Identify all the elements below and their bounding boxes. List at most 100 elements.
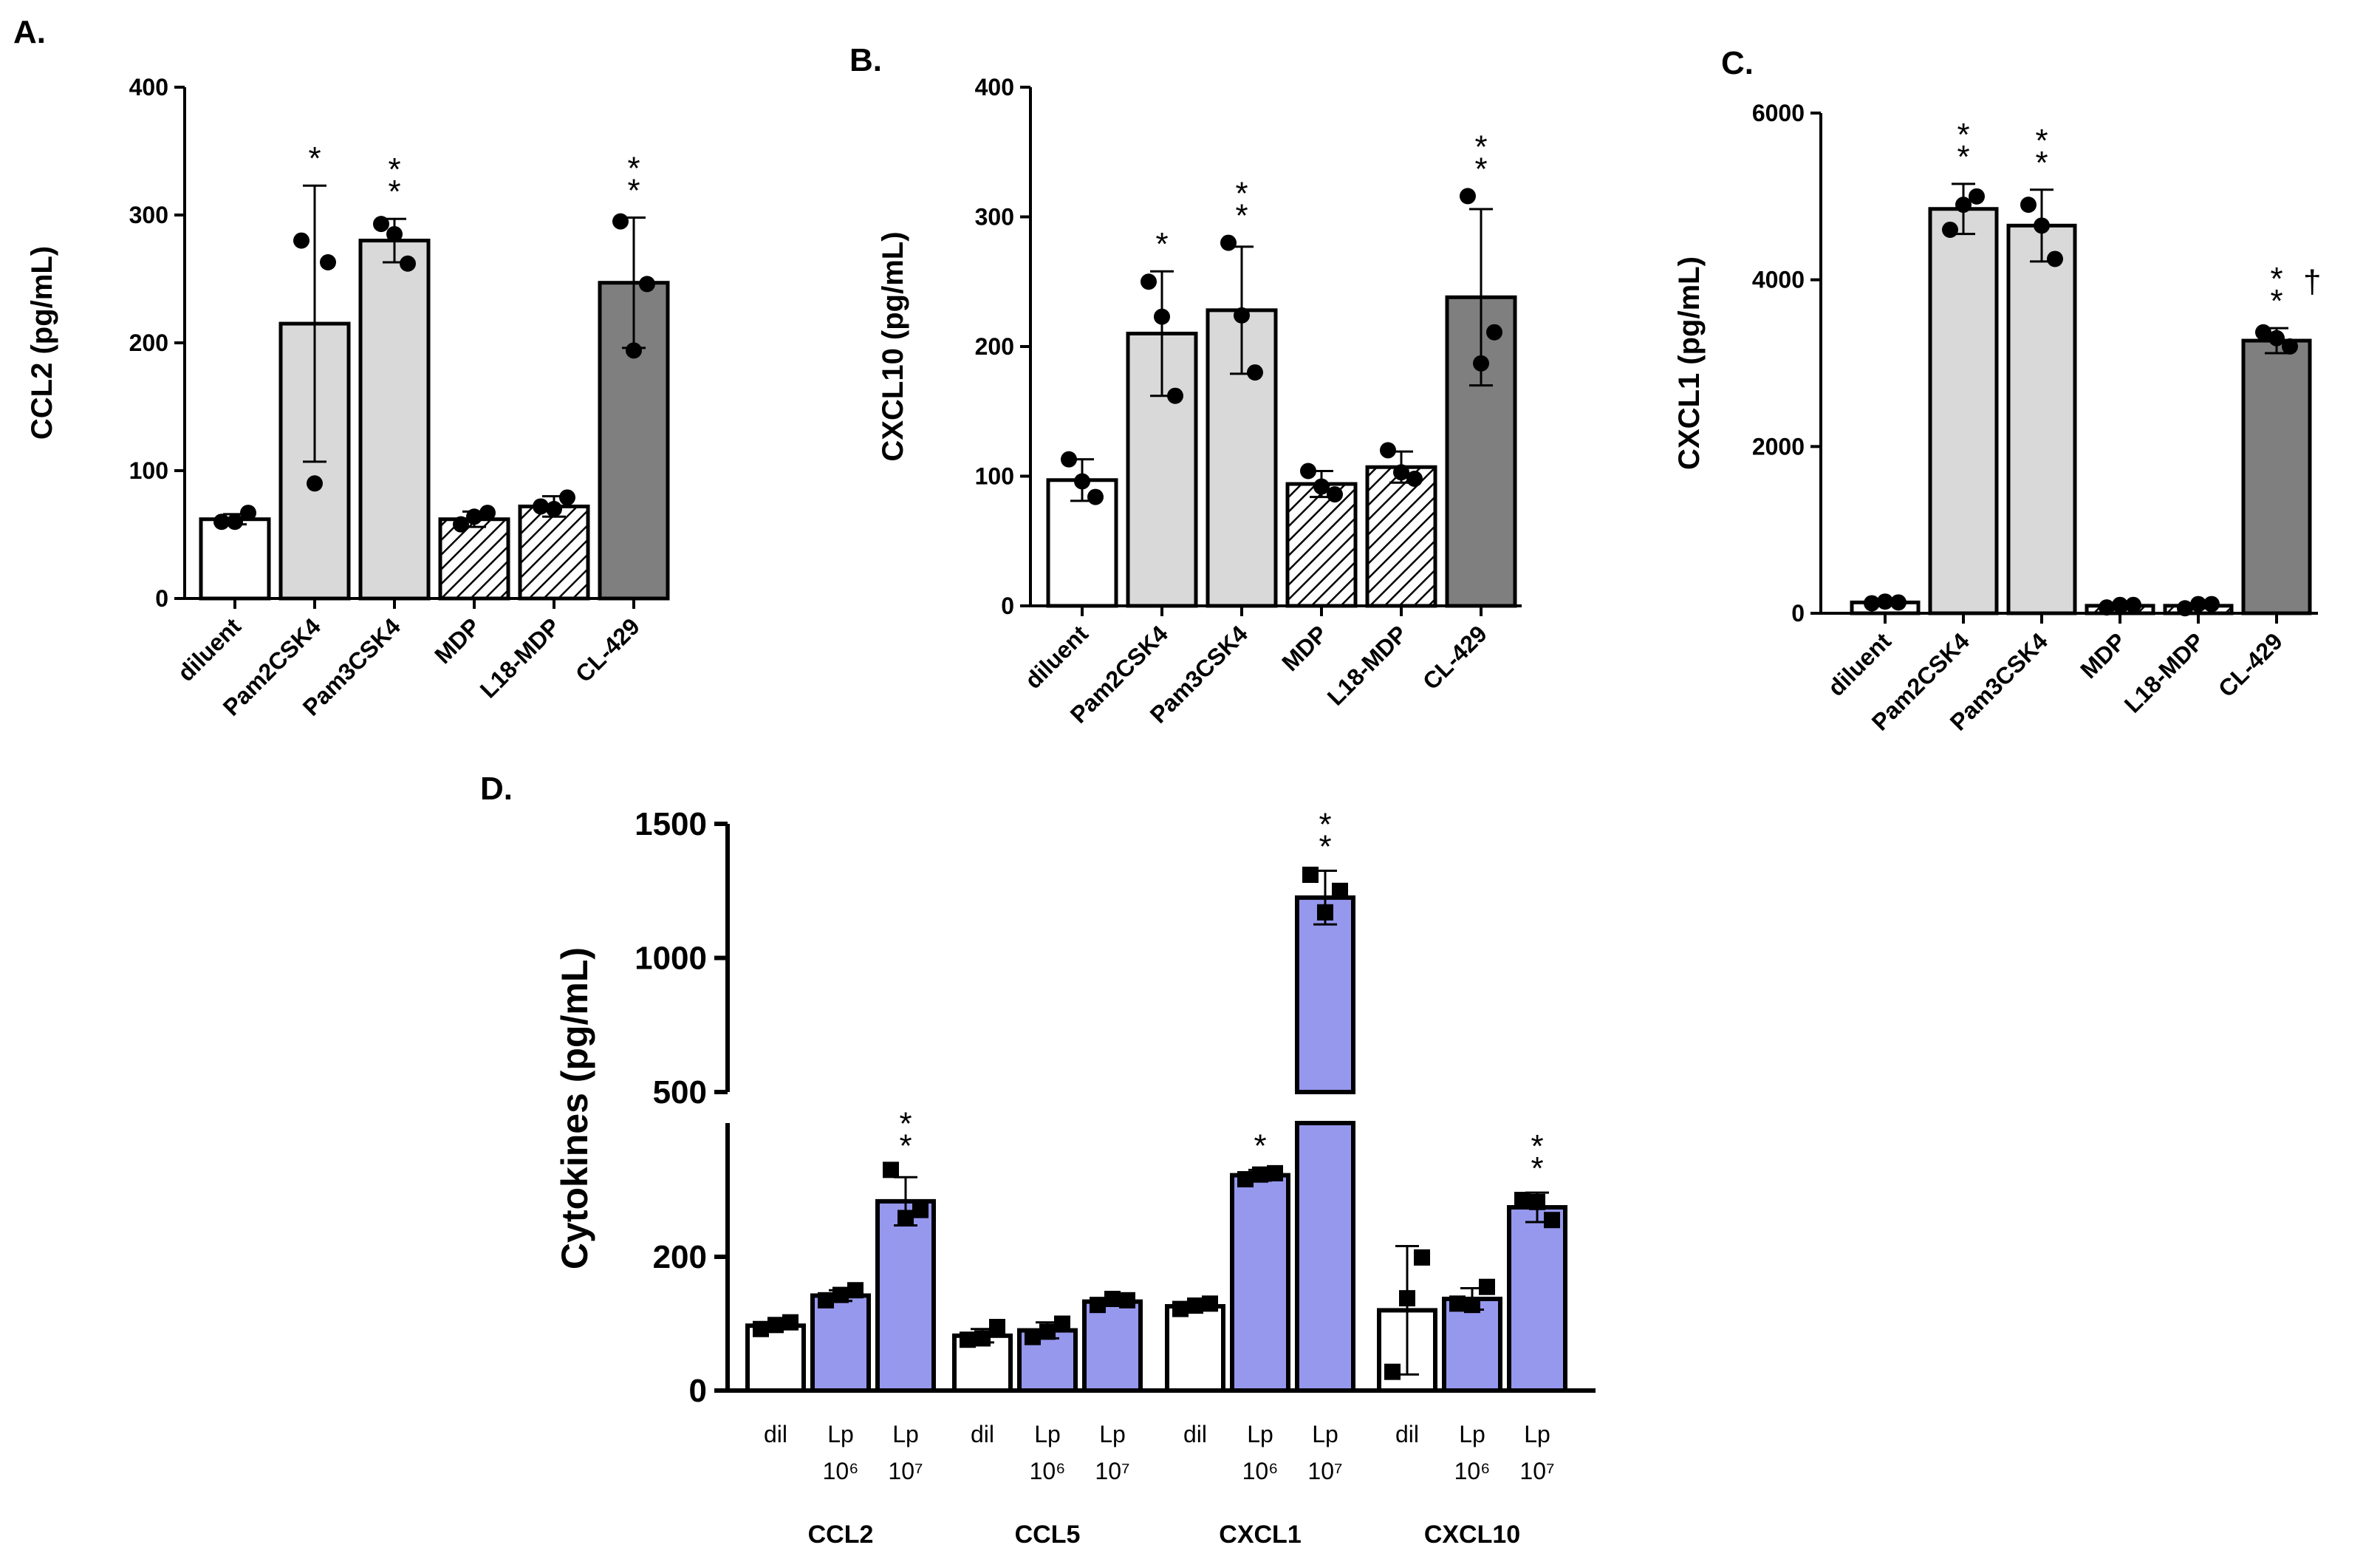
- significance-star: *: [1474, 151, 1487, 187]
- data-point: [1074, 473, 1090, 490]
- bar: [1442, 1297, 1502, 1393]
- y-axis-title: CCL2 (pg/mL): [26, 246, 58, 440]
- significance-star: *: [627, 172, 640, 208]
- data-point: [1154, 308, 1170, 325]
- bar: [1928, 207, 1999, 615]
- panel-label-c: C.: [1721, 45, 1754, 81]
- data-point: [1025, 1328, 1041, 1345]
- data-point: [832, 1286, 849, 1303]
- data-point: [1380, 442, 1396, 459]
- bar: [1285, 482, 1358, 608]
- data-point: [1302, 866, 1319, 883]
- data-point: [227, 514, 243, 531]
- significance-star: *: [1957, 139, 1969, 175]
- data-point: [818, 1292, 834, 1309]
- data-point: [1460, 188, 1476, 205]
- data-point: [400, 255, 416, 272]
- data-point: [2047, 250, 2063, 267]
- y-tick-label: 400: [129, 74, 168, 100]
- significance-star: *: [2270, 283, 2282, 319]
- y-tick-label: 300: [129, 202, 168, 228]
- data-point: [883, 1161, 899, 1178]
- data-point: [1267, 1164, 1283, 1181]
- significance-star: *: [1235, 198, 1248, 234]
- category-label: Lp: [1099, 1421, 1126, 1447]
- data-point: [2125, 596, 2141, 613]
- data-point: [1529, 1193, 1545, 1210]
- category-label: Lp: [1524, 1421, 1550, 1447]
- significance-star: *: [899, 1128, 912, 1164]
- y-tick-label: 0: [1001, 593, 1014, 619]
- data-point: [1090, 1297, 1106, 1314]
- data-point: [1119, 1292, 1135, 1309]
- significance-star: *: [2035, 145, 2048, 181]
- category-exponent: 10⁷: [1519, 1458, 1554, 1484]
- data-point: [1172, 1300, 1189, 1317]
- data-point: [912, 1201, 929, 1218]
- y-axis-title: CXCL1 (pg/mL): [1673, 256, 1706, 470]
- data-point: [466, 508, 482, 525]
- significance-star: *: [1319, 807, 1331, 843]
- data-point: [1473, 355, 1489, 372]
- data-point: [1864, 595, 1880, 612]
- category-label: MDP: [1276, 620, 1333, 676]
- category-label: Lp: [1034, 1421, 1061, 1447]
- data-point: [1054, 1315, 1070, 1332]
- bar: [358, 239, 431, 601]
- group-label: CXCL1: [1219, 1521, 1301, 1549]
- data-point: [1202, 1295, 1218, 1312]
- data-point: [546, 500, 562, 517]
- category-label: CL-429: [570, 613, 645, 687]
- data-point: [2203, 596, 2220, 613]
- y-tick-label: 4000: [1752, 267, 1805, 293]
- data-point: [1393, 464, 1409, 481]
- category-label: Lp: [1312, 1421, 1338, 1447]
- data-point: [782, 1314, 799, 1331]
- data-point: [1464, 1297, 1480, 1314]
- bar-upper: [1295, 895, 1355, 1094]
- data-point: [559, 489, 575, 506]
- data-point: [1877, 593, 1893, 610]
- y-tick-label: 0: [689, 1373, 707, 1409]
- y-tick-label: 200: [129, 330, 168, 356]
- category-exponent: 10⁶: [1030, 1458, 1066, 1484]
- data-point: [213, 514, 230, 531]
- significance-star: *: [1235, 176, 1248, 212]
- category-label: CL-429: [2213, 627, 2288, 702]
- significance-star: *: [1254, 1128, 1266, 1164]
- category-label: diluent: [1822, 627, 1896, 701]
- y-tick-label: 2000: [1752, 433, 1805, 460]
- data-point: [639, 276, 655, 293]
- panel-label-d: D.: [480, 771, 513, 807]
- data-point: [2112, 596, 2128, 613]
- category-label: dil: [764, 1421, 787, 1447]
- category-label: dil: [971, 1421, 994, 1447]
- category-label: MDP: [429, 613, 485, 669]
- data-point: [974, 1330, 991, 1347]
- data-point: [293, 232, 310, 249]
- significance-star: *: [1155, 226, 1168, 262]
- category-exponent: 10⁷: [888, 1458, 923, 1484]
- data-point: [1039, 1323, 1056, 1340]
- y-tick-label: 100: [129, 457, 168, 484]
- significance-star: *: [1319, 829, 1331, 865]
- significance-star: *: [2035, 123, 2048, 159]
- data-point: [767, 1317, 784, 1334]
- data-point: [1332, 882, 1348, 899]
- y-tick-label: 1000: [635, 941, 707, 977]
- data-point: [1141, 273, 1157, 290]
- group-label: CXCL10: [1424, 1521, 1520, 1549]
- significance-star: *: [1531, 1150, 1543, 1187]
- data-point: [1955, 197, 1972, 214]
- chart-d: 0 200 500 1000 1500 Cytokines (pg/mL) dil Lp 10⁶…: [554, 806, 1596, 1549]
- bar: [1165, 1303, 1225, 1393]
- y-tick-label: 100: [975, 463, 1014, 490]
- data-point: [1104, 1291, 1121, 1308]
- significance-star: *: [388, 151, 400, 188]
- category-label: MDP: [2075, 627, 2131, 683]
- data-point: [2268, 330, 2285, 347]
- data-point: [240, 505, 256, 522]
- data-point: [626, 342, 642, 359]
- data-point: [2020, 197, 2037, 214]
